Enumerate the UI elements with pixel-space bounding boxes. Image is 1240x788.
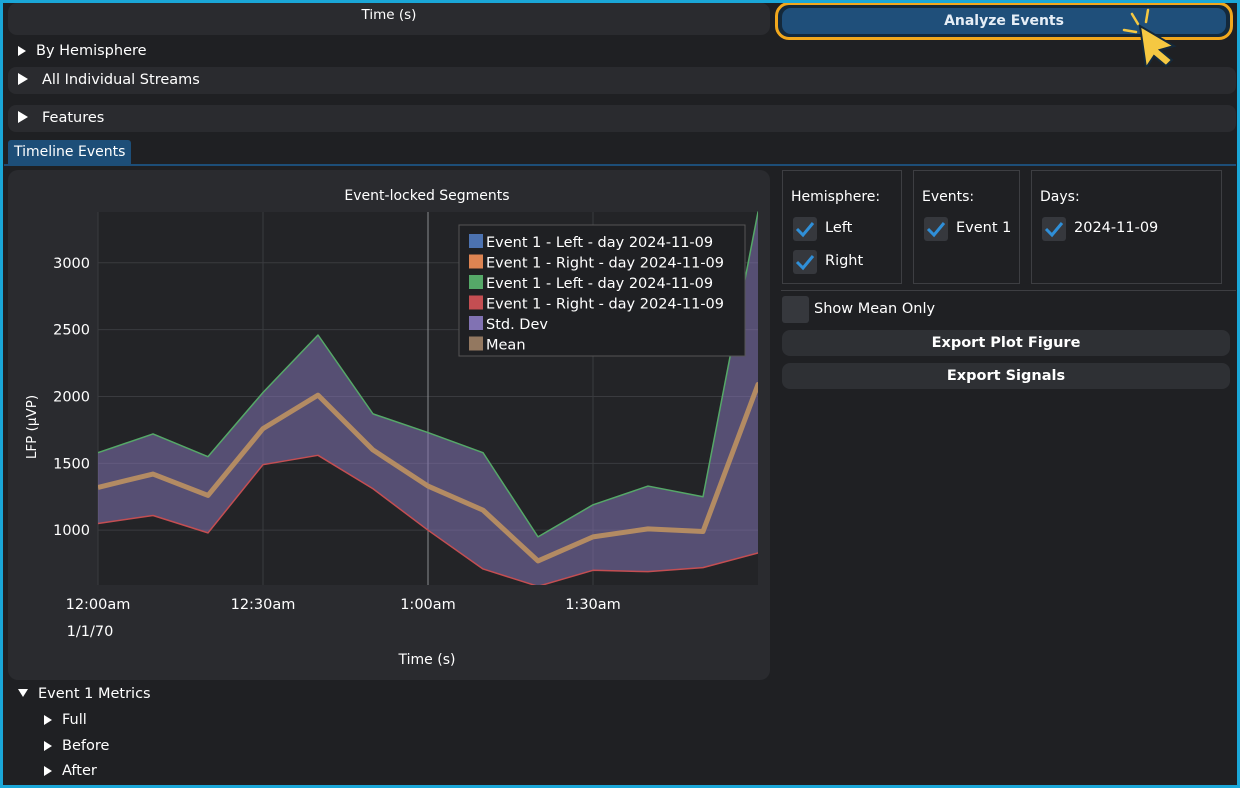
y-tick-label: 2000 xyxy=(53,389,90,405)
std-dev-band xyxy=(98,212,758,585)
tab-underline xyxy=(4,164,1236,166)
section-features[interactable]: Features xyxy=(8,105,1236,132)
legend-swatch xyxy=(469,254,483,269)
legend-swatch xyxy=(469,316,483,330)
legend-label: Event 1 - Left - day 2024-11-09 xyxy=(486,235,713,251)
event-1-metrics-node[interactable]: Event 1 Metrics xyxy=(18,686,151,702)
event-1-label: Event 1 xyxy=(956,220,1012,236)
hemisphere-group: Hemisphere: Left Right xyxy=(782,170,902,284)
x-tick-sublabel: 1/1/70 xyxy=(67,624,114,640)
metrics-before-label: Before xyxy=(62,738,110,754)
hemisphere-right-checkbox[interactable] xyxy=(793,250,817,274)
x-tick-label: 12:00am xyxy=(66,597,131,613)
section-label: All Individual Streams xyxy=(42,72,200,88)
x-tick-label: 1:30am xyxy=(565,597,621,613)
events-group: Events: Event 1 xyxy=(913,170,1020,284)
expand-arrow-icon xyxy=(18,111,28,123)
collapse-arrow-icon xyxy=(18,689,28,697)
options-divider xyxy=(781,290,1236,291)
chart-legend: Event 1 - Left - day 2024-11-09 Event 1 -… xyxy=(458,224,746,357)
hemisphere-left-label: Left xyxy=(825,220,853,236)
metrics-full-node[interactable]: Full xyxy=(44,712,87,728)
hemisphere-title: Hemisphere: xyxy=(791,189,881,205)
upper-line xyxy=(98,211,758,538)
check-icon xyxy=(926,222,946,238)
show-mean-only-label: Show Mean Only xyxy=(814,301,936,317)
legend-box xyxy=(458,224,746,357)
x-tick-label: 1:00am xyxy=(400,597,456,613)
plot-panel: Event-locked Segments LFP (µVP) Time (s)… xyxy=(8,170,770,680)
metrics-full-label: Full xyxy=(62,712,87,728)
event-locked-chart: Event-locked Segments LFP (µVP) Time (s)… xyxy=(24,188,758,668)
chart-title: Event-locked Segments xyxy=(344,188,509,204)
legend-label: Event 1 - Left - day 2024-11-09 xyxy=(486,276,713,292)
legend-swatch xyxy=(469,336,483,351)
check-icon xyxy=(795,255,815,271)
chart-xlabel: Time (s) xyxy=(398,652,456,668)
pointer-cursor-icon xyxy=(1120,8,1180,76)
section-by-hemisphere[interactable]: By Hemisphere xyxy=(18,38,147,64)
section-all-individual-streams[interactable]: All Individual Streams xyxy=(8,67,1236,94)
day-label: 2024-11-09 xyxy=(1074,220,1159,236)
chart-series xyxy=(98,211,758,585)
show-mean-only-checkbox[interactable] xyxy=(782,296,809,323)
expand-arrow-icon xyxy=(18,46,26,56)
expand-arrow-icon xyxy=(44,766,52,776)
legend-swatch xyxy=(469,234,483,248)
tab-timeline-events[interactable]: Timeline Events xyxy=(8,140,132,165)
check-icon xyxy=(1044,222,1064,238)
y-tick-label: 2500 xyxy=(53,323,90,339)
check-icon xyxy=(795,222,815,238)
previous-plot-xlabel: Time (s) xyxy=(8,3,770,35)
analyze-events-button[interactable]: Analyze Events xyxy=(782,8,1226,34)
mean-line xyxy=(98,381,758,564)
expand-arrow-icon xyxy=(44,741,52,751)
metrics-after-label: After xyxy=(62,763,97,779)
export-plot-figure-button[interactable]: Export Plot Figure xyxy=(782,330,1230,356)
legend-label: Mean xyxy=(486,338,526,354)
hemisphere-left-checkbox[interactable] xyxy=(793,217,817,241)
event-1-checkbox[interactable] xyxy=(924,217,948,241)
section-label: By Hemisphere xyxy=(36,43,147,59)
y-tick-labels: 1000 1500 2000 2500 3000 xyxy=(53,256,90,539)
x-tick-labels: 12:00am 1/1/70 12:30am 1:00am 1:30am xyxy=(66,597,621,640)
expand-arrow-icon xyxy=(18,73,28,85)
legend-swatch xyxy=(469,295,483,310)
events-title: Events: xyxy=(922,189,975,205)
y-tick-label: 3000 xyxy=(53,256,90,272)
lower-line xyxy=(98,454,758,585)
export-signals-button[interactable]: Export Signals xyxy=(782,363,1230,389)
legend-label: Event 1 - Right - day 2024-11-09 xyxy=(486,256,724,272)
days-title: Days: xyxy=(1040,189,1080,205)
metrics-title: Event 1 Metrics xyxy=(38,686,151,702)
chart-ylabel: LFP (µVP) xyxy=(24,395,40,459)
y-tick-label: 1500 xyxy=(53,456,90,472)
legend-label: Event 1 - Right - day 2024-11-09 xyxy=(486,297,724,313)
series-group xyxy=(98,211,758,585)
metrics-after-node[interactable]: After xyxy=(44,763,97,779)
days-group: Days: 2024-11-09 xyxy=(1031,170,1222,284)
x-tick-label: 12:30am xyxy=(231,597,296,613)
legend-label: Std. Dev xyxy=(486,317,548,333)
section-label: Features xyxy=(42,110,105,126)
hemisphere-right-label: Right xyxy=(825,253,864,269)
day-checkbox[interactable] xyxy=(1042,217,1066,241)
analyze-events-highlight: Analyze Events xyxy=(775,2,1233,40)
y-tick-label: 1000 xyxy=(53,523,90,539)
metrics-before-node[interactable]: Before xyxy=(44,738,109,754)
expand-arrow-icon xyxy=(44,715,52,725)
legend-swatch xyxy=(469,275,483,289)
